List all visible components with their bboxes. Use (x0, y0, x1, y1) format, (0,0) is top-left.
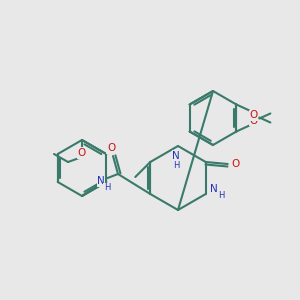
Text: H: H (218, 191, 225, 200)
Text: N: N (97, 176, 105, 186)
Text: H: H (104, 184, 110, 193)
Text: O: O (107, 143, 115, 153)
Text: H: H (173, 161, 179, 170)
Text: O: O (249, 110, 257, 121)
Text: N: N (210, 184, 218, 194)
Text: O: O (232, 159, 240, 169)
Text: N: N (172, 151, 180, 161)
Text: O: O (249, 116, 257, 125)
Text: O: O (78, 148, 86, 158)
